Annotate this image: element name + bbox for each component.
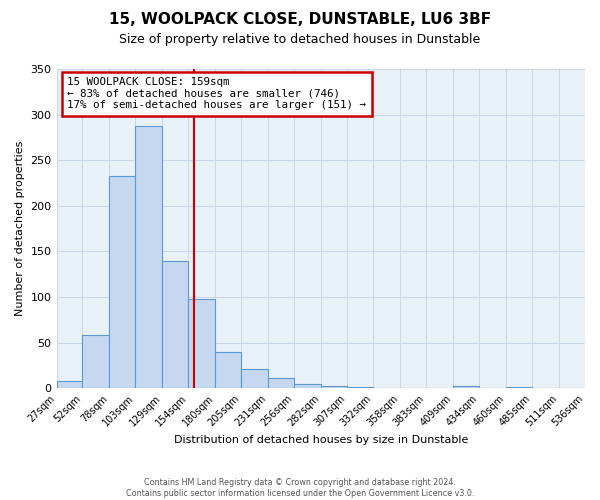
Bar: [188, 299, 215, 388]
Bar: [241, 369, 268, 388]
Text: Size of property relative to detached houses in Dunstable: Size of property relative to detached ho…: [119, 32, 481, 46]
Bar: [294, 384, 321, 388]
Text: 15 WOOLPACK CLOSE: 159sqm
← 83% of detached houses are smaller (746)
17% of semi: 15 WOOLPACK CLOSE: 159sqm ← 83% of detac…: [67, 77, 366, 110]
Text: 15, WOOLPACK CLOSE, DUNSTABLE, LU6 3BF: 15, WOOLPACK CLOSE, DUNSTABLE, LU6 3BF: [109, 12, 491, 28]
Bar: [268, 378, 294, 388]
Y-axis label: Number of detached properties: Number of detached properties: [15, 141, 25, 316]
Bar: [321, 386, 347, 388]
Bar: [56, 381, 82, 388]
Text: Contains HM Land Registry data © Crown copyright and database right 2024.
Contai: Contains HM Land Registry data © Crown c…: [126, 478, 474, 498]
Bar: [109, 176, 136, 388]
Bar: [136, 126, 163, 388]
X-axis label: Distribution of detached houses by size in Dunstable: Distribution of detached houses by size …: [173, 435, 468, 445]
Bar: [82, 336, 109, 388]
Bar: [163, 260, 188, 388]
Bar: [215, 352, 241, 389]
Bar: [453, 386, 479, 388]
